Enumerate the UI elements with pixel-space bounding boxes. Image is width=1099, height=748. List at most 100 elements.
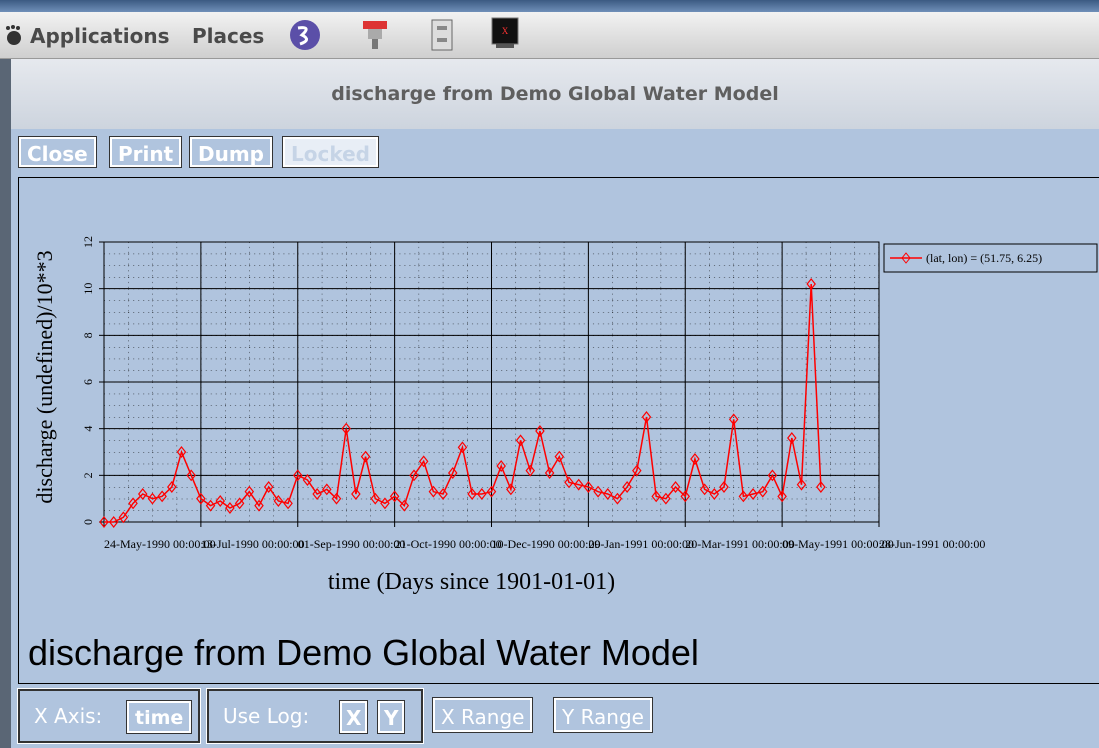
data-point xyxy=(467,488,477,500)
data-point xyxy=(438,488,448,500)
data-point xyxy=(670,481,681,493)
print-button[interactable]: Print xyxy=(108,136,183,168)
data-point xyxy=(234,497,245,510)
y-tick-label: 4 xyxy=(81,426,95,432)
locked-button[interactable]: Locked xyxy=(282,136,379,168)
data-point xyxy=(564,476,574,489)
chart: 0 2 4 6 8 10 12 24-May-1990 00:00:0013-Jul-1990… xyxy=(18,177,1099,684)
data-point xyxy=(486,485,497,498)
data-point xyxy=(292,469,303,482)
data-line xyxy=(104,283,822,523)
data-point xyxy=(176,446,187,458)
data-point xyxy=(196,492,206,505)
data-point xyxy=(99,516,109,528)
x-range-button[interactable]: X Range xyxy=(431,697,534,733)
data-point xyxy=(593,485,603,498)
x-axis-label: X Axis: xyxy=(34,704,103,728)
y-tick-label: 2 xyxy=(81,472,95,478)
data-point xyxy=(409,469,419,482)
data-point xyxy=(118,511,129,524)
close-button[interactable]: Close xyxy=(18,136,97,168)
x-tick-label: 09-May-1991 00:00:00 xyxy=(782,537,894,551)
log-x-toggle[interactable]: X xyxy=(338,700,369,734)
y-axis-label: discharge (undefined)/10**3 xyxy=(32,250,57,503)
data-point xyxy=(496,460,506,472)
data-point xyxy=(263,481,274,493)
emacs-icon[interactable] xyxy=(288,18,322,52)
y-tick-label: 0 xyxy=(81,519,95,525)
places-menu[interactable]: Places xyxy=(192,24,265,48)
data-point xyxy=(225,502,235,514)
data-point xyxy=(573,478,584,491)
log-label: Use Log: xyxy=(223,704,310,728)
data-point xyxy=(709,488,720,500)
x-axis-label: time (Days since 1901-01-01) xyxy=(328,569,615,595)
data-point xyxy=(351,488,361,500)
log-y-toggle[interactable]: Y xyxy=(376,700,406,734)
legend-box xyxy=(883,243,1098,273)
cabinet-icon[interactable] xyxy=(428,18,456,52)
chart-title: discharge from Demo Global Water Model xyxy=(28,632,699,673)
data-point xyxy=(535,425,545,437)
dump-button[interactable]: Dump xyxy=(189,136,273,168)
top-strip xyxy=(0,0,1099,12)
data-point xyxy=(477,488,487,500)
x-axis-group: X Axis: time xyxy=(17,688,201,744)
data-point xyxy=(816,481,826,493)
data-point xyxy=(380,497,390,510)
data-point xyxy=(554,450,565,463)
data-point xyxy=(399,499,410,512)
data-point xyxy=(641,411,652,423)
data-point xyxy=(612,492,623,505)
data-point xyxy=(167,481,177,493)
data-point xyxy=(428,485,439,498)
x-tick-label: 29-Jan-1991 00:00:00 xyxy=(588,537,694,551)
data-point xyxy=(796,478,807,491)
data-point xyxy=(244,485,255,498)
taskbar: Applications Places X xyxy=(0,12,1099,59)
legend-label: (lat, lon) = (51.75, 6.25) xyxy=(926,251,1042,265)
data-point xyxy=(360,450,371,463)
data-point xyxy=(331,492,342,505)
data-point xyxy=(767,469,778,482)
data-point xyxy=(147,492,158,505)
x-tick-label: 28-Jun-1991 00:00:00 xyxy=(879,537,985,551)
data-point xyxy=(157,490,167,503)
y-tick-label: 12 xyxy=(81,236,95,248)
data-point xyxy=(632,464,642,477)
y-range-button[interactable]: Y Range xyxy=(553,697,653,733)
data-point xyxy=(806,278,816,290)
data-point xyxy=(728,413,739,426)
data-point xyxy=(583,481,594,493)
window-edge xyxy=(0,59,11,748)
data-point xyxy=(302,474,313,486)
foot-icon xyxy=(6,25,21,45)
data-point xyxy=(186,469,196,482)
applications-menu[interactable]: Applications xyxy=(30,24,170,48)
xterm-icon[interactable]: X xyxy=(490,16,520,50)
data-point xyxy=(283,497,293,510)
data-point xyxy=(254,499,264,512)
tools-icon[interactable] xyxy=(360,18,390,52)
data-point xyxy=(748,488,758,500)
x-tick-label: 10-Dec-1990 00:00:00 xyxy=(492,537,601,551)
x-axis-select[interactable]: time xyxy=(125,700,193,734)
x-tick-label: 13-Jul-1990 00:00:00 xyxy=(201,537,305,551)
data-point xyxy=(515,434,526,447)
y-tick-label: 6 xyxy=(81,379,95,385)
log-group: Use Log: X Y xyxy=(206,688,424,744)
data-point xyxy=(777,490,787,503)
data-point xyxy=(128,497,138,510)
y-tick-label: 10 xyxy=(81,283,95,295)
data-point xyxy=(525,464,536,477)
window-title: discharge from Demo Global Water Model xyxy=(11,59,1099,129)
data-point xyxy=(418,455,429,468)
data-point xyxy=(273,495,284,507)
data-point xyxy=(661,492,671,505)
x-tick-label: 21-Oct-1990 00:00:00 xyxy=(395,537,502,551)
data-point xyxy=(719,481,729,493)
data-point xyxy=(370,492,381,505)
x-tick-label: 24-May-1990 00:00:00 xyxy=(104,537,216,551)
x-tick-label: 20-Mar-1991 00:00:00 xyxy=(685,537,794,551)
